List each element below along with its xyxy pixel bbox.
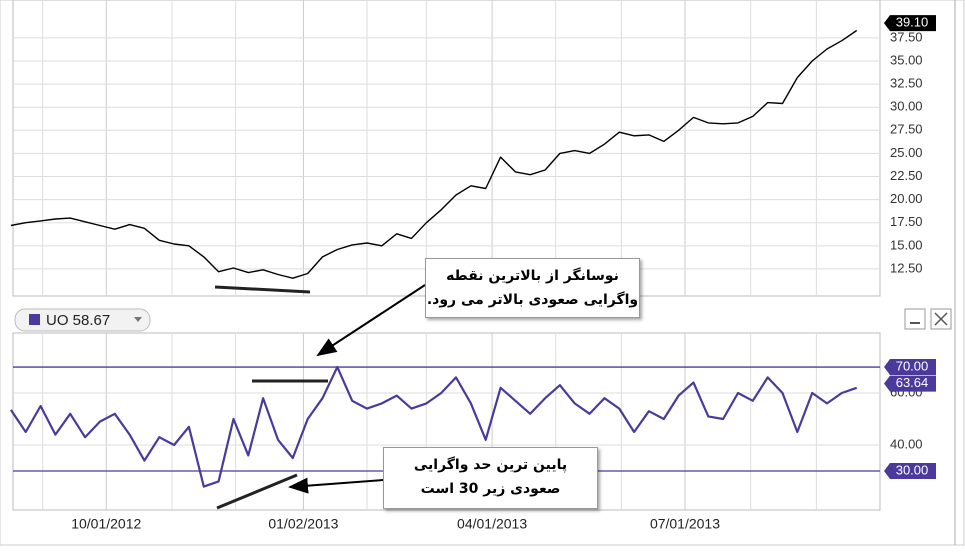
annotation-line: پایین ترین حد واگرایی xyxy=(413,457,568,473)
last-value-label: 63.64 xyxy=(896,375,929,390)
y-tick-label: 32.50 xyxy=(890,76,923,91)
legend-label: UO 58.67 xyxy=(46,312,110,329)
level-label: 70.00 xyxy=(896,358,929,373)
y-tick-label: 37.50 xyxy=(890,29,923,44)
y-tick-label: 35.00 xyxy=(890,52,923,67)
y-tick-label: 25.00 xyxy=(890,145,923,160)
price-plot-area xyxy=(12,0,881,297)
minimize-button[interactable] xyxy=(904,308,926,330)
frame xyxy=(0,0,965,546)
last-value-tag xyxy=(884,15,936,32)
level-tag xyxy=(884,463,936,480)
x-tick-label: 01/02/2013 xyxy=(268,516,338,532)
level-tag xyxy=(884,359,936,376)
y-tick-label: 12.50 xyxy=(890,260,923,275)
annotation: پایین ترین حد واگرایی صعودی زیر 30 است xyxy=(383,447,598,509)
last-value-tag xyxy=(884,375,936,392)
arrow xyxy=(288,477,384,494)
annotation: نوسانگر از بالاترین نقطه واگرایی صعودی ب… xyxy=(425,258,640,318)
x-tick-label: 07/01/2013 xyxy=(650,516,720,532)
legend-swatch xyxy=(29,314,40,325)
y-tick-label: 30.00 xyxy=(890,99,923,114)
last-value-label: 39.10 xyxy=(896,15,929,30)
arrow xyxy=(316,284,426,357)
uo-plot-area xyxy=(12,332,881,511)
series-line xyxy=(10,29,858,279)
y-tick-label: 17.50 xyxy=(890,214,923,229)
y-tick-label: 27.50 xyxy=(890,122,923,137)
uo-low-line xyxy=(216,473,298,510)
y-tick-label: 22.50 xyxy=(890,168,923,183)
annotation-line: واگرایی صعودی بالاتر می رود. xyxy=(426,292,639,308)
y-tick-label: 20.00 xyxy=(890,191,923,206)
y-tick-label: 15.00 xyxy=(890,237,923,252)
series-line xyxy=(9,365,858,488)
x-tick-label: 10/01/2012 xyxy=(71,516,141,532)
annotation-line: نوسانگر از بالاترین نقطه xyxy=(446,268,619,284)
dropdown-icon[interactable] xyxy=(134,317,142,322)
legend-pill[interactable] xyxy=(14,308,151,332)
level-label: 30.00 xyxy=(896,462,929,477)
x-tick-label: 04/01/2013 xyxy=(457,516,527,532)
y-tick-label: 40.00 xyxy=(890,436,923,451)
close-icon xyxy=(934,312,948,326)
annotation-line: صعودی زیر 30 است xyxy=(420,481,561,497)
price-trend-line xyxy=(214,285,311,294)
